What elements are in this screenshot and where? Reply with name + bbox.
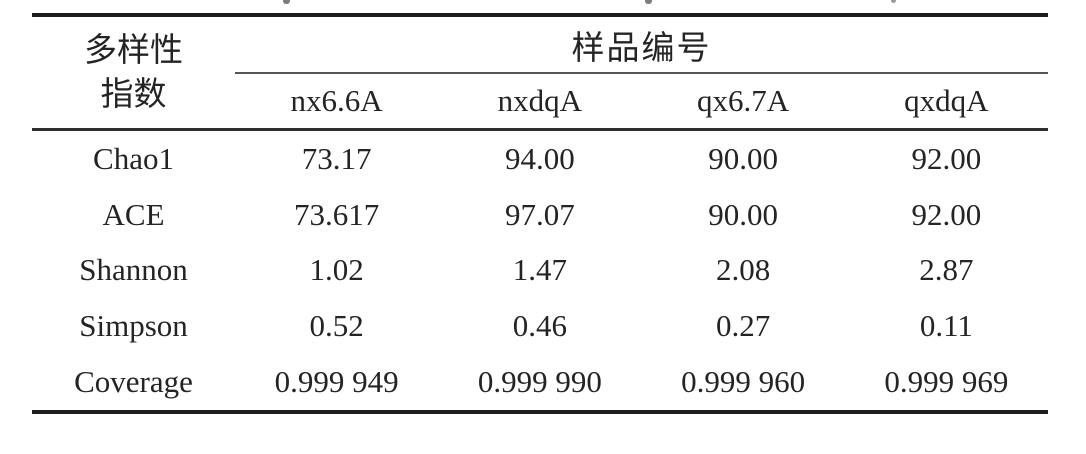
cropped-caption-fragment [891, 0, 896, 3]
column-header-qx67A: qx6.7A [697, 83, 790, 118]
table-cell: 0.46 [512, 308, 567, 344]
row-label-coverage: Coverage [74, 364, 193, 400]
stub-header-line1: 多样性 [84, 32, 183, 69]
table-cell: 0.999 949 [274, 364, 399, 400]
cropped-caption-fragment [645, 0, 652, 4]
table-cell: 94.00 [505, 140, 575, 176]
group-header-sample-id: 样品编号 [235, 17, 1048, 74]
row-label-shannon: Shannon [79, 252, 188, 288]
table-cell: 2.87 [919, 252, 974, 288]
table-cell: 0.999 990 [477, 364, 602, 400]
table-cell: 90.00 [708, 140, 778, 176]
column-header-nx66A: nx6.6A [290, 83, 383, 118]
table-cell: 0.999 960 [681, 364, 806, 400]
table-cell: 92.00 [911, 140, 982, 176]
table-cell: 1.47 [512, 252, 567, 288]
cropped-caption-fragment [283, 0, 290, 4]
table-cell: 2.08 [716, 252, 771, 288]
table-cell: 92.00 [911, 196, 982, 232]
column-header-qxdqA: qxdqA [904, 83, 989, 118]
table-cell: 0.11 [919, 308, 973, 344]
table-cell: 73.617 [294, 196, 380, 232]
table-cell: 73.17 [301, 140, 372, 176]
table-cell: 0.999 969 [884, 364, 1009, 400]
table-cell: 97.07 [505, 196, 575, 232]
row-label-simpson: Simpson [79, 308, 188, 344]
table-header: 多样性 指数 样品编号 nx6.6A nxdqA qx6.7A qxdqA [32, 17, 1048, 131]
stub-header-line2: 指数 [100, 76, 167, 113]
table-cell: 0.52 [309, 308, 364, 344]
row-label-chao1: Chao1 [93, 140, 174, 176]
diversity-index-table: 多样性 指数 样品编号 nx6.6A nxdqA qx6.7A qxdqA Ch… [32, 13, 1048, 414]
table-cell: 1.02 [309, 252, 364, 288]
stub-header-diversity-index: 多样性 指数 [32, 17, 235, 128]
table-cell: 90.00 [708, 196, 778, 232]
table-cell: 0.27 [716, 308, 771, 344]
column-header-nxdqA: nxdqA [497, 83, 583, 118]
row-label-ace: ACE [102, 196, 165, 232]
table-body: Chao1 73.17 94.00 90.00 92.00 ACE 73.617… [32, 131, 1048, 414]
